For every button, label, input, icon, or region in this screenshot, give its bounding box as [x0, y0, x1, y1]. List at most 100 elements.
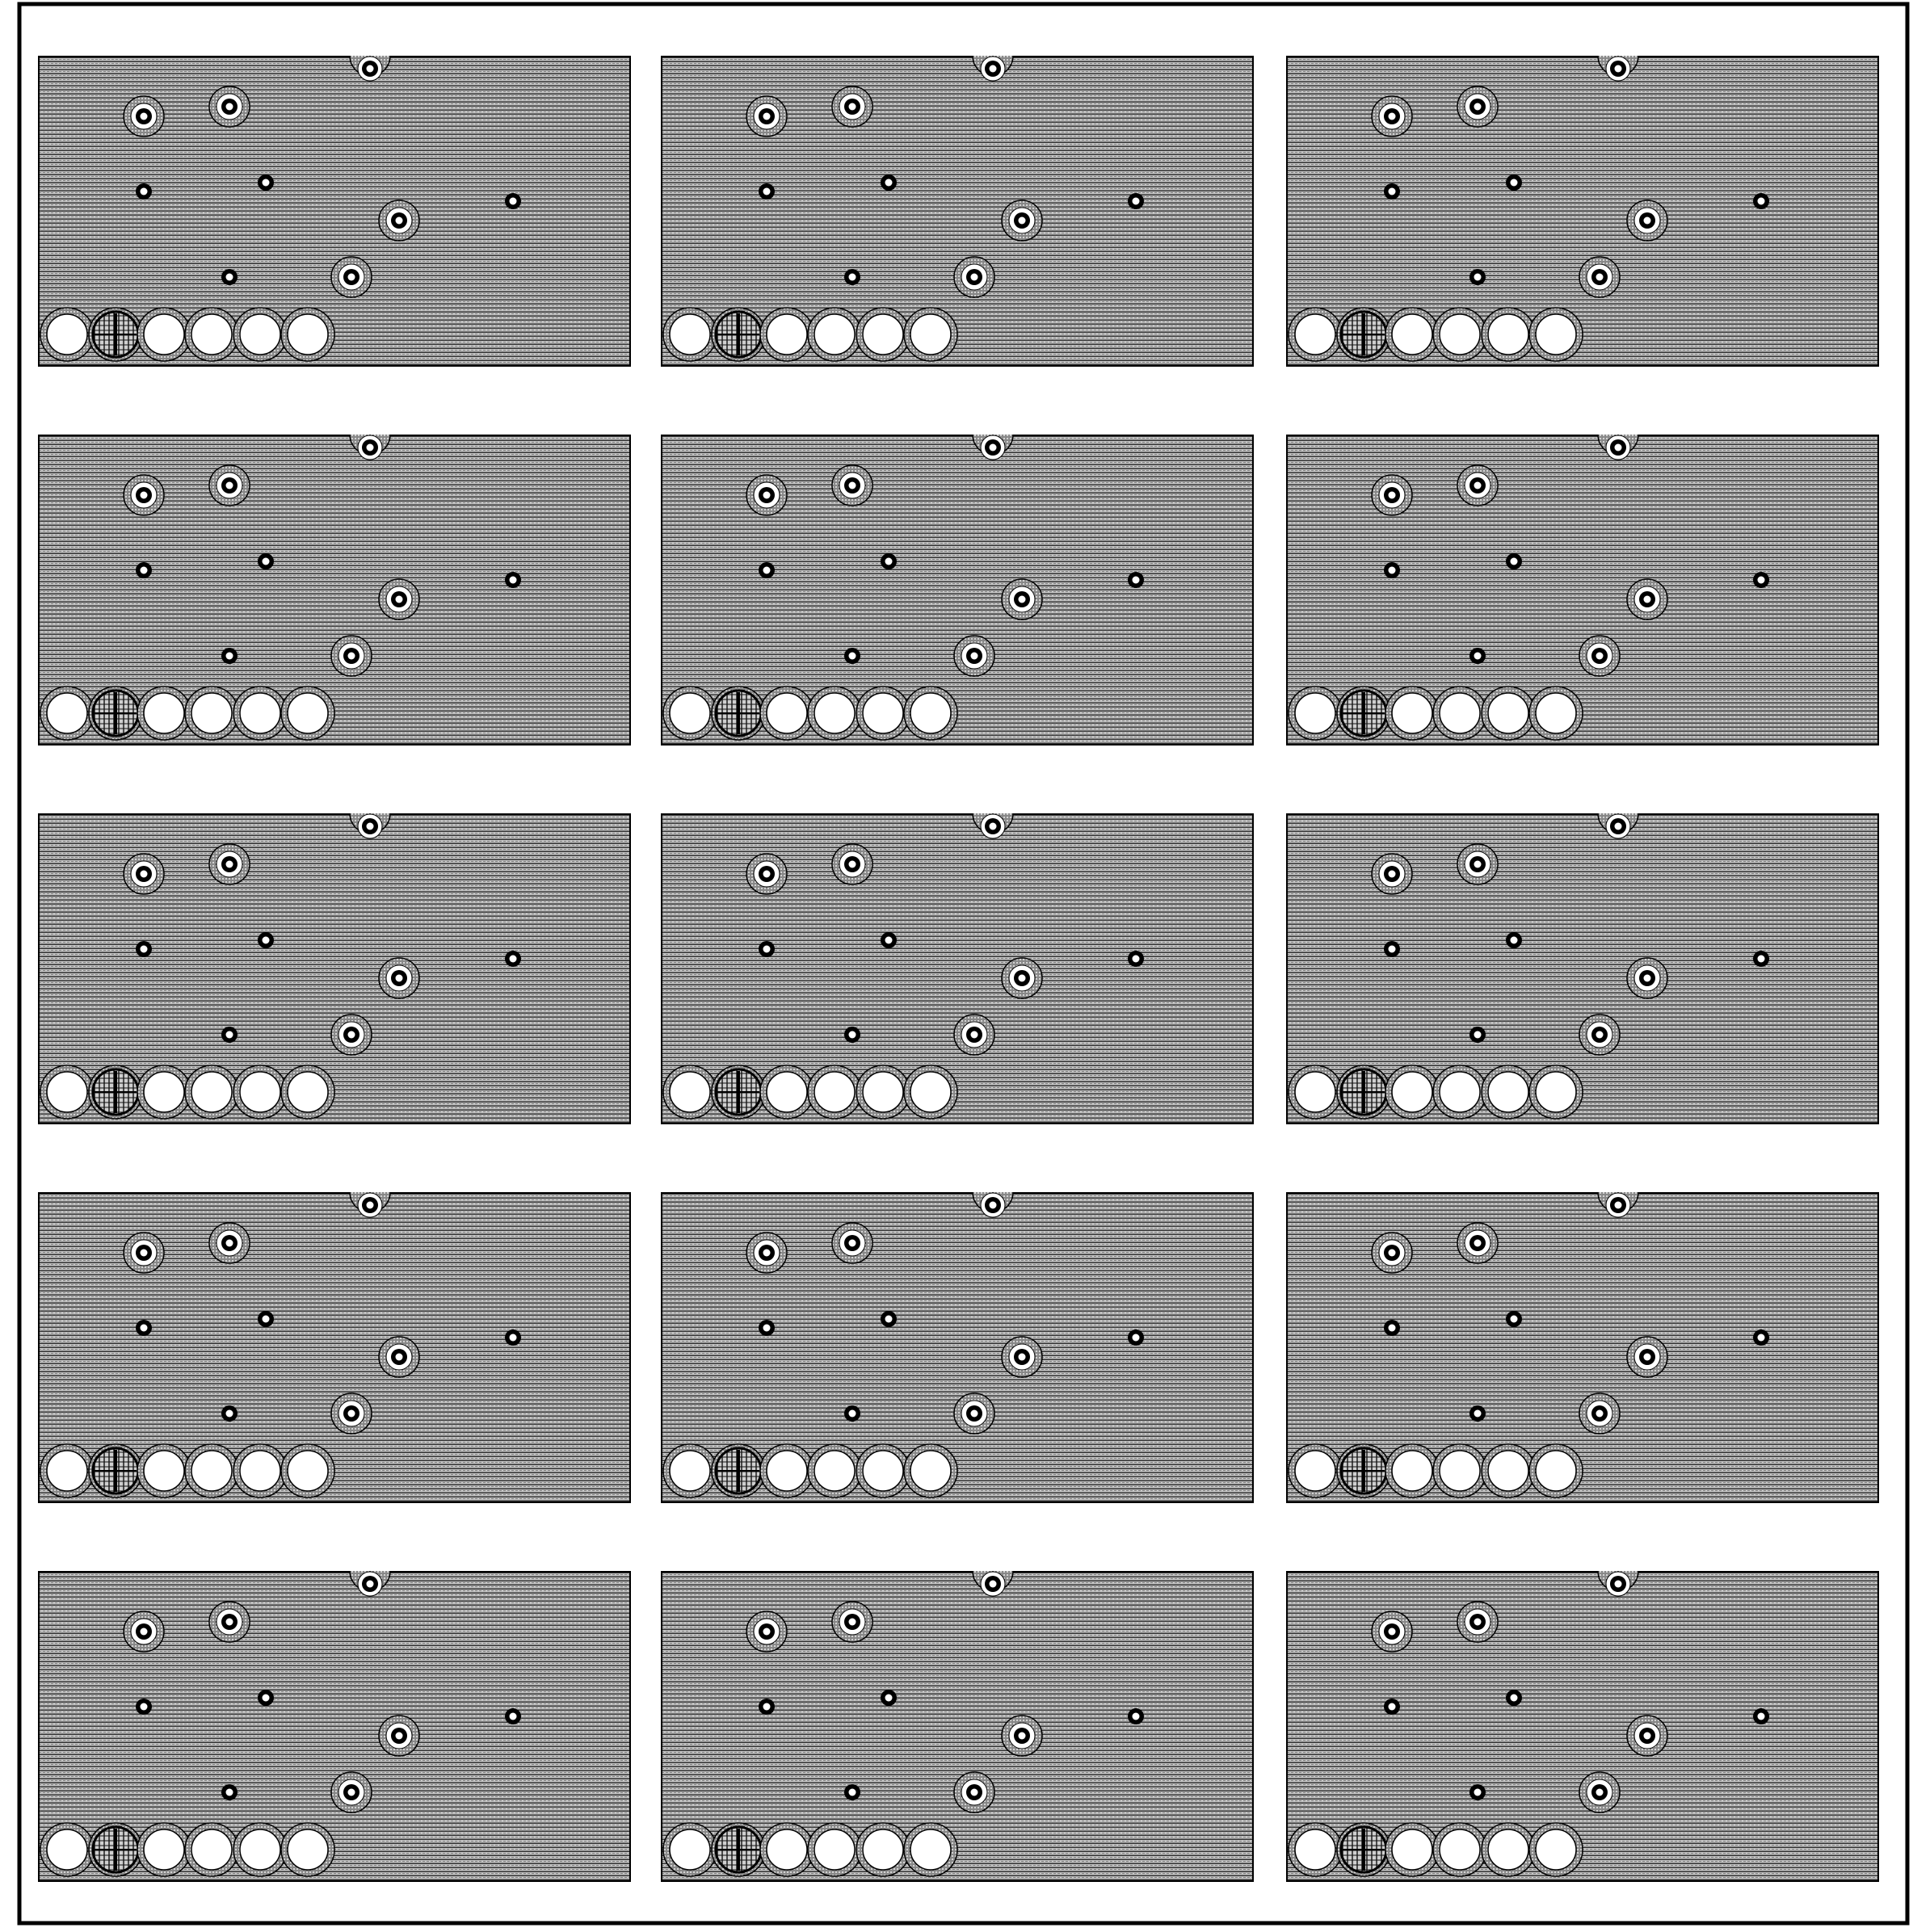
large-ring-hole — [40, 1065, 95, 1119]
mounting-dot — [1384, 941, 1400, 957]
large-ring-hole — [759, 686, 814, 741]
small-ring-hole — [953, 256, 995, 298]
mounting-dot — [844, 1405, 860, 1422]
small-ring-hole — [330, 635, 372, 677]
large-ring-crossed — [1336, 686, 1391, 741]
large-ring-hole — [1288, 686, 1343, 741]
small-ring-hole — [208, 464, 250, 506]
mounting-dot — [221, 1027, 238, 1043]
top-notch — [1597, 55, 1639, 82]
large-ring-hole — [856, 1065, 910, 1119]
small-ring-hole — [1457, 843, 1499, 885]
large-ring-hole — [807, 1822, 862, 1877]
panel — [1286, 55, 1879, 367]
mounting-dot — [1128, 1708, 1144, 1724]
large-ring-hole — [40, 1822, 95, 1877]
large-ring-crossed — [711, 1822, 766, 1877]
large-ring-hole — [1432, 686, 1487, 741]
mounting-dot — [221, 648, 238, 664]
mounting-dot — [136, 562, 152, 578]
large-ring-crossed — [1336, 307, 1391, 362]
large-ring-hole — [184, 1443, 239, 1498]
large-ring-hole — [759, 307, 814, 362]
mounting-dot — [759, 1320, 775, 1336]
small-ring-hole — [1371, 1232, 1413, 1274]
large-ring-hole — [1528, 686, 1583, 741]
large-ring-hole — [137, 1065, 191, 1119]
small-ring-hole — [1579, 635, 1621, 677]
small-ring-hole — [208, 86, 250, 128]
mounting-dot — [258, 1690, 274, 1706]
mounting-dot — [505, 951, 521, 967]
mounting-dot — [1469, 269, 1486, 285]
large-ring-hole — [662, 1065, 717, 1119]
mounting-dot — [258, 174, 274, 191]
top-notch — [1597, 1570, 1639, 1597]
small-ring-hole — [831, 464, 873, 506]
large-ring-hole — [1481, 686, 1536, 741]
large-ring-crossed — [88, 686, 143, 741]
large-ring-crossed — [711, 686, 766, 741]
mounting-dot — [881, 1311, 897, 1327]
large-ring-hole — [1288, 1443, 1343, 1498]
top-notch — [349, 813, 391, 839]
large-ring-hole — [233, 1822, 288, 1877]
top-notch — [972, 1570, 1014, 1597]
small-ring-hole — [953, 1771, 995, 1813]
mounting-dot — [505, 572, 521, 588]
top-notch — [972, 813, 1014, 839]
panel — [661, 1191, 1254, 1503]
large-ring-hole — [184, 1065, 239, 1119]
large-ring-crossed — [711, 1065, 766, 1119]
panel — [38, 813, 631, 1124]
large-ring-hole — [903, 1822, 958, 1877]
mounting-dot — [258, 1311, 274, 1327]
large-ring-hole — [40, 686, 95, 741]
top-notch — [1597, 813, 1639, 839]
large-ring-hole — [807, 1065, 862, 1119]
mounting-dot — [1506, 553, 1522, 569]
mounting-dot — [136, 941, 152, 957]
mounting-dot — [881, 553, 897, 569]
small-ring-hole — [1001, 1336, 1043, 1378]
small-ring-hole — [1626, 1336, 1668, 1378]
large-ring-hole — [1432, 1065, 1487, 1119]
large-ring-hole — [280, 686, 335, 741]
panel — [38, 55, 631, 367]
large-ring-hole — [759, 1822, 814, 1877]
mounting-dot — [505, 193, 521, 209]
panel — [1286, 434, 1879, 746]
mounting-dot — [759, 1699, 775, 1715]
small-ring-hole — [1579, 1392, 1621, 1434]
small-ring-hole — [378, 1336, 420, 1378]
small-ring-hole — [1001, 957, 1043, 999]
mounting-dot — [1753, 193, 1769, 209]
large-ring-hole — [1481, 1065, 1536, 1119]
panel — [661, 1570, 1254, 1882]
panel — [661, 813, 1254, 1124]
large-ring-crossed — [1336, 1443, 1391, 1498]
mounting-dot — [844, 1027, 860, 1043]
large-ring-hole — [137, 1822, 191, 1877]
large-ring-hole — [1432, 1443, 1487, 1498]
large-ring-hole — [807, 686, 862, 741]
mounting-dot — [759, 562, 775, 578]
small-ring-hole — [953, 635, 995, 677]
top-notch — [972, 55, 1014, 82]
large-ring-hole — [280, 307, 335, 362]
panel — [1286, 813, 1879, 1124]
panel — [1286, 1570, 1879, 1882]
mounting-dot — [505, 1329, 521, 1346]
small-ring-hole — [123, 853, 165, 895]
panel — [38, 1570, 631, 1882]
mounting-dot — [505, 1708, 521, 1724]
large-ring-hole — [1385, 1065, 1440, 1119]
mounting-dot — [881, 932, 897, 948]
small-ring-hole — [831, 843, 873, 885]
top-notch — [972, 434, 1014, 460]
large-ring-hole — [40, 307, 95, 362]
mounting-dot — [136, 1320, 152, 1336]
large-ring-hole — [233, 307, 288, 362]
small-ring-hole — [378, 1715, 420, 1757]
small-ring-hole — [953, 1014, 995, 1056]
